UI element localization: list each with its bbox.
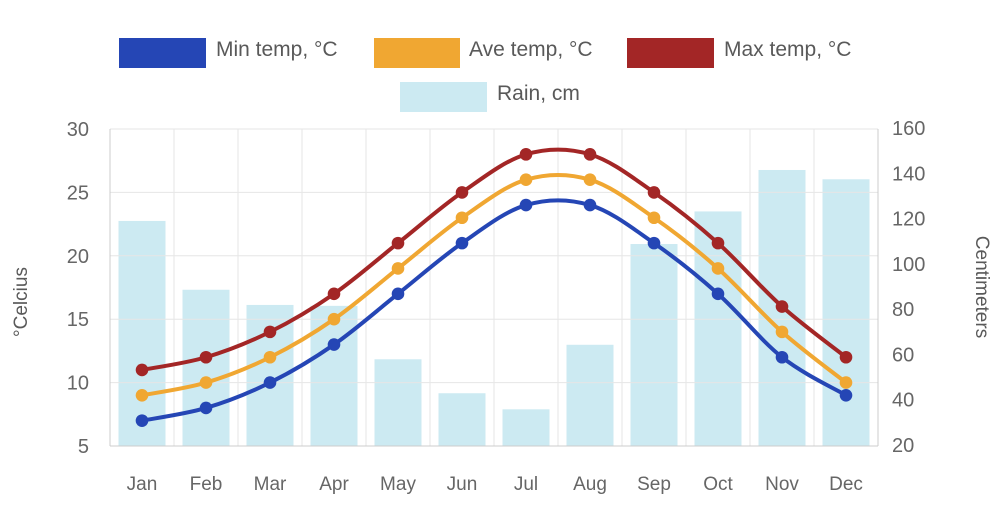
svg-text:Mar: Mar bbox=[254, 474, 287, 495]
svg-text:Jul: Jul bbox=[514, 474, 538, 495]
svg-text:Jun: Jun bbox=[447, 474, 478, 495]
svg-text:160: 160 bbox=[892, 118, 925, 140]
svg-text:100: 100 bbox=[892, 254, 925, 276]
svg-text:15: 15 bbox=[67, 309, 89, 331]
svg-text:May: May bbox=[380, 474, 416, 495]
svg-text:10: 10 bbox=[67, 373, 89, 395]
svg-text:25: 25 bbox=[67, 182, 89, 204]
svg-text:Apr: Apr bbox=[319, 474, 349, 495]
svg-text:Jan: Jan bbox=[127, 474, 158, 495]
svg-text:30: 30 bbox=[67, 119, 89, 141]
svg-text:80: 80 bbox=[892, 299, 914, 321]
svg-text:60: 60 bbox=[892, 344, 914, 366]
svg-text:Oct: Oct bbox=[703, 474, 733, 495]
svg-text:140: 140 bbox=[892, 163, 925, 185]
svg-text:Nov: Nov bbox=[765, 474, 799, 495]
svg-text:20: 20 bbox=[892, 435, 914, 457]
svg-text:Dec: Dec bbox=[829, 474, 863, 495]
svg-text:120: 120 bbox=[892, 209, 925, 231]
svg-text:20: 20 bbox=[67, 246, 89, 268]
svg-text:5: 5 bbox=[78, 436, 89, 458]
svg-text:40: 40 bbox=[892, 390, 914, 412]
svg-text:Aug: Aug bbox=[573, 474, 607, 495]
svg-text:Sep: Sep bbox=[637, 474, 671, 495]
svg-text:Feb: Feb bbox=[190, 474, 223, 495]
